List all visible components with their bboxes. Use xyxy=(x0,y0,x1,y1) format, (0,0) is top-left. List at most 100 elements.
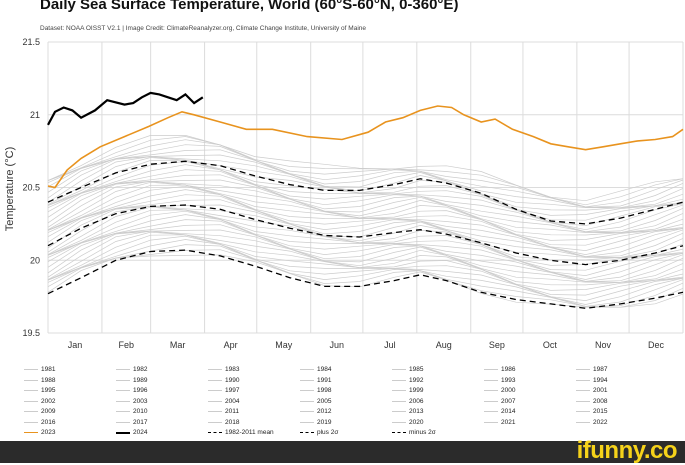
legend-item[interactable]: 2010 xyxy=(116,407,147,416)
legend-swatch xyxy=(576,421,590,423)
legend-item[interactable]: 2019 xyxy=(300,418,331,427)
legend-item[interactable]: 2016 xyxy=(24,418,55,427)
legend-item[interactable]: 2003 xyxy=(116,397,147,406)
legend-label: 1989 xyxy=(133,376,148,384)
legend-swatch xyxy=(208,379,222,381)
legend-item[interactable]: 2008 xyxy=(576,397,607,406)
legend-item[interactable]: 1982-2011 mean xyxy=(208,428,274,437)
legend-item[interactable]: 1981 xyxy=(24,365,55,374)
legend-item[interactable]: 1988 xyxy=(24,376,55,385)
legend-swatch xyxy=(300,379,314,381)
legend-swatch xyxy=(24,400,38,402)
legend-label: 2006 xyxy=(409,397,424,405)
legend-item[interactable]: 1985 xyxy=(392,365,423,374)
legend-item[interactable]: 1987 xyxy=(576,365,607,374)
series-line-minus-2- xyxy=(47,249,684,309)
background-year-line xyxy=(47,157,684,221)
legend-swatch xyxy=(576,369,590,370)
legend-item[interactable]: 1982 xyxy=(116,365,147,374)
legend-item[interactable]: 2007 xyxy=(484,397,515,406)
x-tick-label: Jun xyxy=(330,340,345,350)
legend-item[interactable]: 2015 xyxy=(576,407,607,416)
background-year-line xyxy=(47,249,684,308)
legend-swatch xyxy=(484,421,498,423)
legend-item[interactable]: 1993 xyxy=(484,376,515,385)
legend-item[interactable]: 2022 xyxy=(576,418,607,427)
legend-label: 1994 xyxy=(593,376,608,384)
legend-item[interactable]: plus 2σ xyxy=(300,428,338,437)
legend-item[interactable]: 1996 xyxy=(116,386,147,395)
legend-item[interactable]: 2002 xyxy=(24,397,55,406)
legend-item[interactable]: minus 2σ xyxy=(392,428,436,437)
watermark-logo: ifunny.co xyxy=(576,437,678,464)
legend-label: 1982 xyxy=(133,366,148,373)
chart-legend: 1981 1982 1983 1984 1985 1986 1987 1988 1989 1990… xyxy=(0,365,685,445)
legend-label: 1992 xyxy=(409,376,424,384)
legend-item[interactable]: 2001 xyxy=(576,386,607,395)
legend-item[interactable]: 2021 xyxy=(484,418,515,427)
x-tick-label: Jul xyxy=(384,340,396,350)
legend-label: 2010 xyxy=(133,408,148,415)
legend-item[interactable]: 1995 xyxy=(24,386,55,395)
legend-label: 2014 xyxy=(501,408,516,415)
background-year-line xyxy=(47,164,684,233)
legend-item[interactable]: 2013 xyxy=(392,407,423,416)
legend-item[interactable]: 2023 xyxy=(24,428,55,437)
legend-swatch xyxy=(392,379,406,381)
legend-item[interactable]: 1994 xyxy=(576,376,607,385)
legend-item[interactable]: 2000 xyxy=(484,386,515,395)
legend-item[interactable]: 1989 xyxy=(116,376,147,385)
legend-swatch xyxy=(484,379,498,381)
legend-swatch xyxy=(576,400,590,402)
legend-swatch xyxy=(392,390,406,391)
legend-swatch xyxy=(300,411,314,412)
legend-swatch xyxy=(24,379,38,381)
legend-item[interactable]: 1997 xyxy=(208,386,239,395)
legend-item[interactable]: 2011 xyxy=(208,407,239,416)
legend-item[interactable]: 2005 xyxy=(300,397,331,406)
legend-label: 2011 xyxy=(225,408,239,415)
legend-item[interactable]: 2018 xyxy=(208,418,239,427)
legend-item[interactable]: 2017 xyxy=(116,418,147,427)
legend-swatch xyxy=(24,421,38,423)
legend-label: 1984 xyxy=(317,366,332,373)
legend-label: 2015 xyxy=(593,408,608,415)
legend-label: 2002 xyxy=(41,397,56,405)
legend-item[interactable]: 2006 xyxy=(392,397,423,406)
legend-swatch xyxy=(208,390,222,391)
background-year-line xyxy=(47,214,684,282)
legend-label: 1988 xyxy=(41,376,56,384)
legend-swatch xyxy=(208,411,222,412)
background-year-line xyxy=(47,156,684,211)
legend-item[interactable]: 1986 xyxy=(484,365,515,374)
legend-swatch xyxy=(300,400,314,402)
background-year-line xyxy=(47,205,684,261)
y-tick-label: 19.5 xyxy=(22,328,40,338)
legend-item[interactable]: 1992 xyxy=(392,376,423,385)
legend-swatch xyxy=(300,390,314,391)
legend-item[interactable]: 2014 xyxy=(484,407,515,416)
legend-label: 1995 xyxy=(41,387,56,394)
legend-item[interactable]: 1991 xyxy=(300,376,331,385)
background-year-line xyxy=(47,206,684,271)
series-line-plus-2- xyxy=(47,160,684,225)
legend-swatch xyxy=(484,400,498,402)
legend-item[interactable]: 1999 xyxy=(392,386,423,395)
legend-label: 2018 xyxy=(225,418,240,426)
legend-item[interactable]: 2024 xyxy=(116,428,147,437)
background-year-line xyxy=(47,179,684,234)
background-year-line xyxy=(47,169,684,233)
legend-item[interactable]: 2004 xyxy=(208,397,239,406)
legend-label: 1999 xyxy=(409,387,424,394)
legend-item[interactable]: 1998 xyxy=(300,386,331,395)
legend-item[interactable]: 2020 xyxy=(392,418,423,427)
legend-label: 2021 xyxy=(501,418,516,426)
legend-item[interactable]: 1983 xyxy=(208,365,239,374)
legend-item[interactable]: 2009 xyxy=(24,407,55,416)
background-year-line xyxy=(47,149,684,209)
legend-item[interactable]: 1984 xyxy=(300,365,331,374)
legend-item[interactable]: 2012 xyxy=(300,407,331,416)
legend-label: 1987 xyxy=(593,366,608,373)
legend-item[interactable]: 1990 xyxy=(208,376,239,385)
legend-label: 2020 xyxy=(409,418,424,426)
